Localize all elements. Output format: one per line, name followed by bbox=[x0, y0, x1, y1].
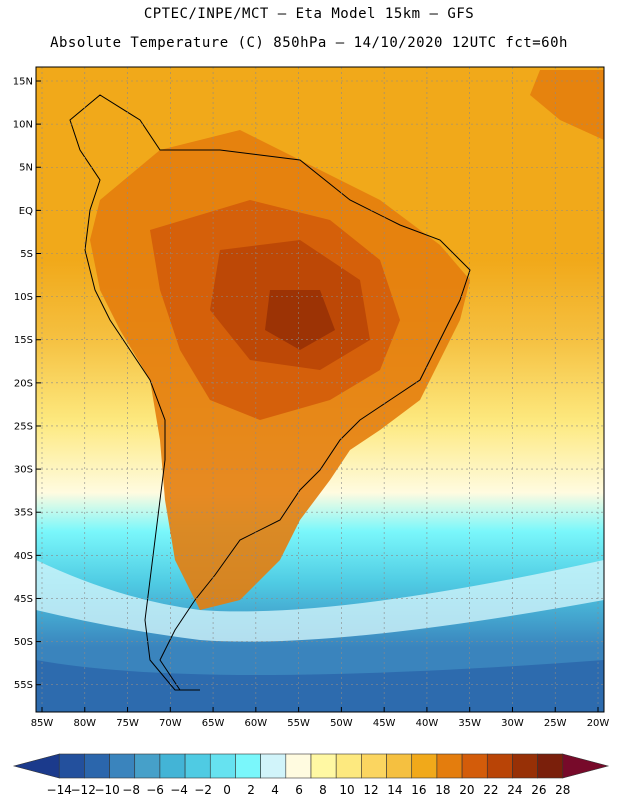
colorbar-swatch bbox=[486, 753, 513, 779]
colorbar-swatch bbox=[209, 753, 236, 779]
lat-tick-label: 45S bbox=[14, 594, 33, 605]
triangle-right-icon bbox=[562, 753, 610, 779]
colorbar-label: −2 bbox=[194, 783, 212, 797]
chart-title-line1: CPTEC/INPE/MCT – Eta Model 15km – GFS bbox=[143, 6, 475, 22]
longitude-axis: 85W 80W 75W 70W 65W 60W 55W 50W 45W 40W 35W 30W 25W 2… bbox=[31, 707, 610, 729]
lon-tick-label: 65W bbox=[202, 718, 225, 729]
lon-tick-label: 85W bbox=[31, 718, 54, 729]
colorbar-swatch bbox=[335, 753, 362, 779]
lon-tick-label: 20W bbox=[587, 718, 610, 729]
lon-tick-label: 40W bbox=[416, 718, 439, 729]
lon-tick-label: 75W bbox=[116, 718, 139, 729]
colorbar-swatch bbox=[310, 753, 337, 779]
lon-tick-label: 60W bbox=[245, 718, 268, 729]
lat-tick-label: EQ bbox=[19, 206, 33, 217]
colorbar-swatch bbox=[537, 753, 564, 779]
colorbar-swatch bbox=[461, 753, 488, 779]
colorbar-label: 26 bbox=[531, 783, 546, 797]
colorbar-swatch bbox=[58, 753, 85, 779]
colorbar-label: −14 bbox=[47, 783, 72, 797]
colorbar-swatch bbox=[285, 753, 312, 779]
colorbar-swatch bbox=[184, 753, 211, 779]
coastline-outline bbox=[69, 94, 471, 691]
colorbar-swatch bbox=[159, 753, 186, 779]
colorbar-label: 20 bbox=[459, 783, 474, 797]
colorbar-label: 10 bbox=[339, 783, 354, 797]
colorbar-label: 24 bbox=[507, 783, 522, 797]
colorbar-label: 12 bbox=[363, 783, 378, 797]
colorbar-swatch bbox=[134, 753, 161, 779]
lon-tick-label: 50W bbox=[330, 718, 353, 729]
lon-tick-label: 55W bbox=[287, 718, 310, 729]
lon-tick-label: 30W bbox=[501, 718, 524, 729]
lat-tick-label: 15S bbox=[14, 335, 33, 346]
temperature-field bbox=[36, 67, 604, 712]
lat-tick-label: 10N bbox=[13, 120, 33, 131]
colorbar-swatch bbox=[260, 753, 287, 779]
lat-tick-label: 50S bbox=[14, 637, 33, 648]
colorbar-label: 14 bbox=[387, 783, 402, 797]
latitude-axis: 15N 10N 5N EQ 5S 10S 15S 20S 25S 30S 35S 40S 45S 50S 5… bbox=[13, 77, 41, 691]
lat-tick-label: 10S bbox=[14, 292, 33, 303]
lon-tick-label: 45W bbox=[373, 718, 396, 729]
colorbar-label: 2 bbox=[247, 783, 255, 797]
colorbar-label: 4 bbox=[271, 783, 279, 797]
triangle-left-icon bbox=[12, 753, 60, 779]
colorbar-swatch bbox=[512, 753, 538, 779]
lat-tick-label: 30S bbox=[14, 465, 33, 476]
colorbar-label: −6 bbox=[146, 783, 164, 797]
colorbar: −14−12−10 −8 −6 −4 −2 0 2 4 6 8 10 12 14 16 18 20 22 24 26… bbox=[12, 753, 610, 797]
colorbar-label: 6 bbox=[295, 783, 303, 797]
colorbar-swatch bbox=[386, 753, 413, 779]
lon-tick-label: 80W bbox=[73, 718, 96, 729]
colorbar-label: −8 bbox=[122, 783, 140, 797]
lon-tick-label: 25W bbox=[544, 718, 567, 729]
lat-tick-label: 20S bbox=[14, 378, 33, 389]
lat-tick-label: 25S bbox=[14, 421, 33, 432]
colorbar-swatch bbox=[411, 753, 438, 779]
colorbar-swatch bbox=[436, 753, 463, 779]
lon-tick-label: 35W bbox=[458, 718, 481, 729]
lat-tick-label: 55S bbox=[14, 680, 33, 691]
lat-tick-label: 40S bbox=[14, 551, 33, 562]
colorbar-label: −12 bbox=[71, 783, 96, 797]
colorbar-label: 8 bbox=[319, 783, 327, 797]
lon-tick-label: 70W bbox=[159, 718, 182, 729]
colorbar-label: 16 bbox=[411, 783, 426, 797]
lat-tick-label: 15N bbox=[13, 77, 33, 88]
map-frame bbox=[35, 66, 605, 713]
colorbar-label: 18 bbox=[435, 783, 450, 797]
colorbar-label: 22 bbox=[483, 783, 498, 797]
colorbar-swatch bbox=[361, 753, 387, 779]
lat-tick-label: 5S bbox=[20, 249, 33, 260]
colorbar-label: 0 bbox=[223, 783, 231, 797]
colorbar-label: 28 bbox=[555, 783, 570, 797]
lat-tick-label: 5N bbox=[19, 163, 33, 174]
colorbar-label: −4 bbox=[170, 783, 188, 797]
colorbar-label: −10 bbox=[94, 783, 119, 797]
chart-title-line2: Absolute Temperature (C) 850hPa – 14/10/… bbox=[50, 35, 568, 51]
lat-tick-label: 35S bbox=[14, 508, 33, 519]
colorbar-swatch bbox=[84, 753, 110, 779]
colorbar-swatch bbox=[235, 753, 261, 779]
colorbar-swatch bbox=[109, 753, 136, 779]
